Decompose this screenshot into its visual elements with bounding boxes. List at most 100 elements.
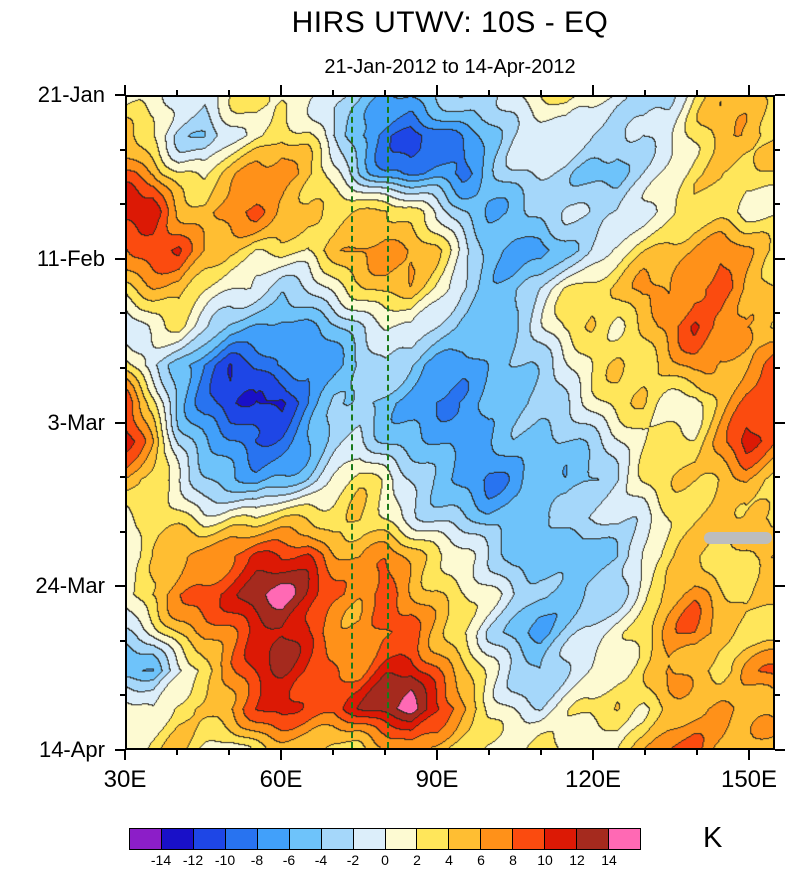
x-tick-label: 90E [415,766,459,793]
colorbar-segment [289,829,322,849]
colorbar-tick-label: 8 [509,852,517,868]
colorbar-tick-label: -8 [250,852,264,868]
axis-tick [644,750,646,755]
axis-tick [540,750,542,755]
colorbar-segment [257,829,290,849]
axis-tick [696,750,698,755]
colorbar-tick-label: 6 [477,852,485,868]
y-tick-label: 11-Feb [36,245,105,271]
axis-tick [176,750,178,755]
axis-tick [120,366,125,369]
colorbar-tick-label: 10 [537,852,553,868]
colorbar-tick-label: -10 [214,852,236,868]
axis-tick [115,749,125,751]
x-tick-label: 150E [720,766,778,793]
colorbar-segment [130,829,162,849]
axis-tick [488,750,490,755]
plot-area [125,95,775,750]
axis-tick [436,85,438,95]
colorbar-segment [449,829,482,849]
colorbar-segment [225,829,258,849]
axis-tick [115,257,125,260]
axis-tick [280,85,282,95]
axis-tick [120,312,125,315]
colorbar-tick-label: 4 [445,852,453,868]
reference-line-west [350,97,353,748]
axis-tick [775,257,785,260]
axis-tick [124,750,126,760]
colorbar-segment [193,829,226,849]
y-axis-labels: 21-Jan 11-Feb 3-Mar 24-Mar 14-Apr [0,82,113,762]
colorbar-segment [481,829,514,849]
axis-tick [775,421,785,424]
missing-data-patch [704,531,772,544]
axis-tick [775,694,780,697]
heatmap-canvas [127,97,773,748]
axis-tick [775,530,780,533]
axis-tick [115,94,125,96]
axis-tick [775,148,780,151]
chart-title: HIRS UTWV: 10S - EQ [291,6,609,39]
colorbar-tick-label: 12 [569,852,585,868]
axis-tick [592,750,594,760]
y-tick-label: 3-Mar [47,409,105,435]
axis-tick [120,694,125,697]
axis-tick [124,85,126,95]
chart-subtitle: 21-Jan-2012 to 14-Apr-2012 [324,56,576,78]
axis-tick [176,90,178,95]
colorbar-tick-label: -2 [346,852,360,868]
axis-tick [120,639,125,642]
axis-tick [696,90,698,95]
colorbar-tick-label: -12 [182,852,204,868]
axis-tick [120,476,125,479]
x-axis-labels: 30E 60E 90E 120E 150E [104,766,778,798]
colorbar-segment [609,829,640,849]
colorbar-segment [385,829,418,849]
axis-tick [775,203,780,206]
x-tick-label: 30E [103,766,147,793]
colorbar-segment [417,829,450,849]
axis-tick [228,750,230,755]
colorbar [129,828,641,850]
colorbar-segment [321,829,354,849]
x-tick-label: 120E [564,766,622,793]
axis-tick [775,749,785,751]
colorbar-labels: -14 -12 -10 -8 -6 -4 -2 0 2 4 6 8 10 12 14 [129,852,641,868]
colorbar-segment [545,829,578,849]
colorbar-tick-label: -6 [282,852,296,868]
colorbar-segment [161,829,194,849]
axis-tick [775,585,785,588]
colorbar-tick-label: 14 [601,852,617,868]
axis-tick [775,94,785,96]
axis-tick [436,750,438,760]
axis-tick [644,90,646,95]
axis-tick [488,90,490,95]
axis-tick [384,90,386,95]
axis-tick [120,148,125,151]
axis-tick [228,90,230,95]
axis-tick [115,421,125,424]
axis-tick [120,530,125,533]
colorbar-tick-label: 2 [413,852,421,868]
colorbar-segment [513,829,546,849]
axis-tick [775,312,780,315]
axis-tick [775,366,780,369]
y-tick-label: 14-Apr [38,737,105,762]
colorbar-tick-label: -14 [150,852,172,868]
y-tick-label: 24-Mar [35,573,105,599]
axis-tick [748,85,750,95]
axis-tick [120,203,125,206]
axis-tick [115,585,125,588]
axis-tick [332,750,334,755]
axis-tick [748,750,750,760]
axis-tick [280,750,282,760]
axis-tick [384,750,386,755]
axis-tick [592,85,594,95]
axis-tick [775,476,780,479]
y-tick-label: 21-Jan [37,82,105,107]
x-tick-label: 60E [259,766,303,793]
axis-tick [540,90,542,95]
colorbar-tick-label: 0 [381,852,389,868]
axis-tick [332,90,334,95]
